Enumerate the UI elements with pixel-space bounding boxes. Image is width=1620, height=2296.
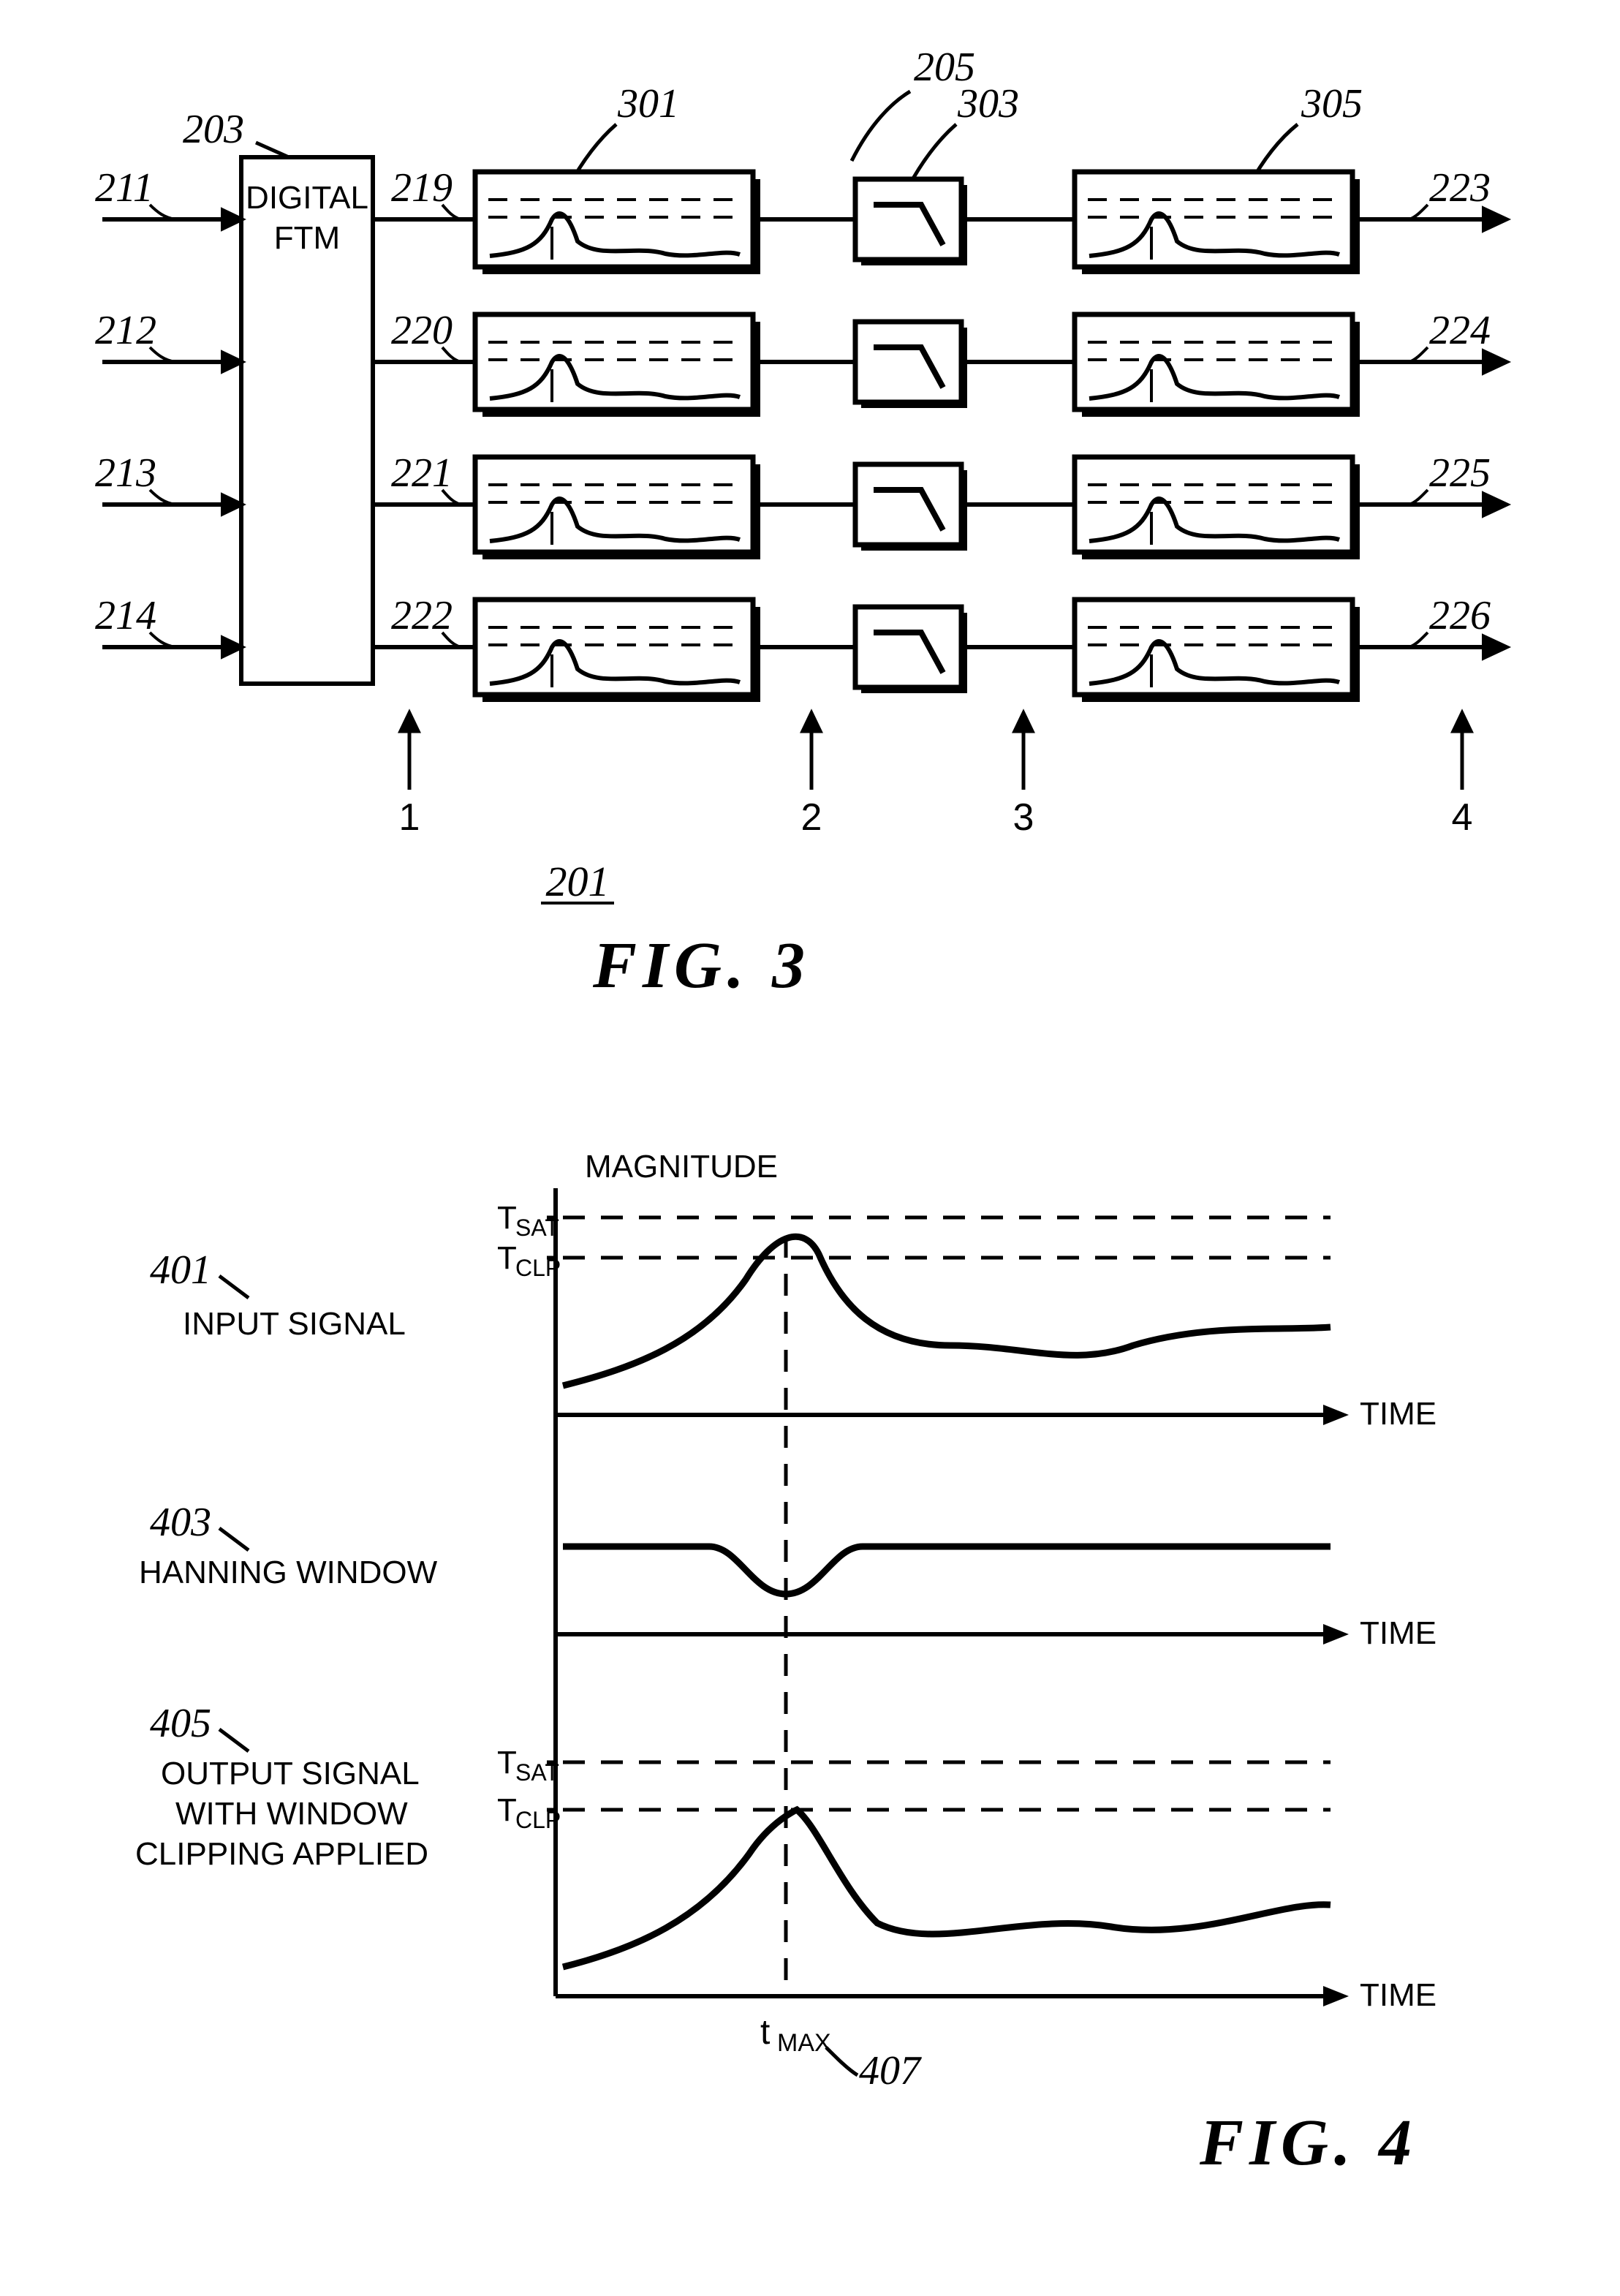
ref-407: 407 bbox=[859, 2048, 922, 2093]
ref-203: 203 bbox=[183, 107, 244, 152]
marker-3: 3 bbox=[1013, 796, 1034, 839]
label-405-l1: OUTPUT SIGNAL bbox=[161, 1756, 420, 1791]
row-hanning: TIME 403 HANNING WINDOW bbox=[139, 1500, 1437, 1651]
mid-220: 220 bbox=[391, 308, 453, 353]
in-214: 214 bbox=[95, 593, 156, 638]
svg-text:T: T bbox=[497, 1200, 517, 1236]
row-input: TSAT TCLP TIME 401 INPUT SIGNAL bbox=[150, 1200, 1437, 1432]
out-224: 224 bbox=[1429, 308, 1491, 353]
label-401: INPUT SIGNAL bbox=[183, 1306, 406, 1342]
stage3-boxes bbox=[1075, 172, 1360, 702]
fig4-caption: FIG. 4 bbox=[1199, 2107, 1418, 2179]
time2: TIME bbox=[1360, 1615, 1437, 1651]
label-403: HANNING WINDOW bbox=[139, 1555, 438, 1590]
ftm-label-l1: DIGITAL bbox=[246, 180, 368, 216]
input-arrows bbox=[102, 211, 241, 656]
leader-205 bbox=[852, 91, 910, 161]
mid-wires bbox=[373, 219, 475, 647]
stage1-boxes bbox=[475, 172, 760, 702]
bottom-markers: 1 2 3 4 bbox=[399, 713, 1473, 839]
ref-201: 201 bbox=[546, 858, 610, 905]
marker-2: 2 bbox=[801, 796, 822, 839]
ftm-label-l2: FTM bbox=[274, 220, 340, 256]
fig4-svg: MAGNITUDE TSAT TCLP TIME 401 INPUT SIGNA… bbox=[0, 1126, 1620, 2296]
time3: TIME bbox=[1360, 1977, 1437, 2013]
mid-222: 222 bbox=[391, 593, 453, 638]
mid-221: 221 bbox=[391, 450, 453, 496]
in-213: 213 bbox=[95, 450, 156, 496]
ref-305: 305 bbox=[1301, 81, 1363, 126]
output-arrows bbox=[1360, 209, 1506, 657]
svg-text:T: T bbox=[497, 1745, 517, 1780]
ylabel: MAGNITUDE bbox=[585, 1149, 778, 1185]
out-226: 226 bbox=[1429, 593, 1491, 638]
svg-text:T: T bbox=[497, 1240, 517, 1276]
in-212: 212 bbox=[95, 308, 156, 353]
ref-303: 303 bbox=[957, 81, 1019, 126]
tmax-t: t bbox=[760, 2013, 770, 2052]
marker-4: 4 bbox=[1452, 796, 1473, 839]
svg-text:T: T bbox=[497, 1792, 517, 1828]
fig3-caption: FIG. 3 bbox=[592, 929, 811, 1002]
mid-219: 219 bbox=[391, 165, 453, 211]
time1: TIME bbox=[1360, 1396, 1437, 1432]
page: 205 203 301 303 305 DIGITAL FTM 211 212 … bbox=[0, 0, 1620, 2284]
ref-403: 403 bbox=[150, 1500, 211, 1545]
label-405-l3: CLIPPING APPLIED bbox=[135, 1836, 428, 1872]
out-223: 223 bbox=[1429, 165, 1491, 211]
in-211: 211 bbox=[95, 165, 154, 211]
ref-405: 405 bbox=[150, 1701, 211, 1746]
marker-1: 1 bbox=[399, 796, 420, 839]
stage2-boxes bbox=[855, 179, 967, 693]
ref-401: 401 bbox=[150, 1247, 211, 1293]
ref-301: 301 bbox=[617, 81, 679, 126]
out-225: 225 bbox=[1429, 450, 1491, 496]
label-405-l2: WITH WINDOW bbox=[175, 1796, 408, 1832]
ftm-block: DIGITAL FTM bbox=[241, 157, 373, 684]
tmax-sub: MAX bbox=[777, 2029, 831, 2057]
fig3-svg: 205 203 301 303 305 DIGITAL FTM 211 212 … bbox=[0, 29, 1620, 1053]
